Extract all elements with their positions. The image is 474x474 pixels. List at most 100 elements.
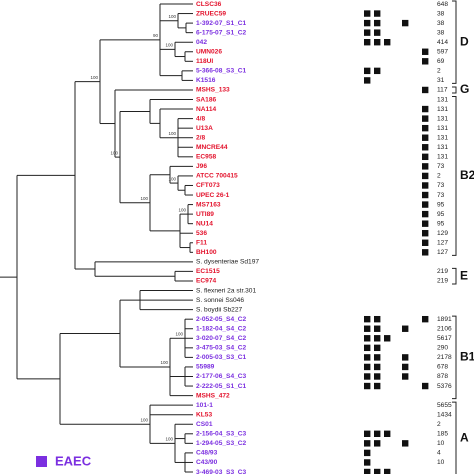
- st-label: 219: [437, 278, 448, 285]
- leaf-label: 2-005-03_S3_C1: [196, 354, 247, 361]
- leaf-label: ATCC 700415: [196, 173, 238, 180]
- trait-marker: [374, 363, 381, 371]
- leaf-label: S. dysenteriae Sd197: [196, 259, 259, 266]
- st-label: 95: [437, 211, 445, 218]
- clade-bracket: [452, 0, 457, 84]
- leaf-label: 2-052-05_S4_C2: [196, 316, 247, 323]
- st-label: 95: [437, 220, 445, 227]
- trait-marker: [364, 373, 371, 380]
- st-label: 10: [437, 440, 445, 447]
- trait-marker: [422, 153, 429, 161]
- trait-marker: [374, 430, 381, 437]
- st-label: 2: [437, 68, 441, 75]
- clade-label: G: [460, 82, 469, 96]
- leaf-label: NU14: [196, 220, 213, 227]
- leaf-label: UMN026: [196, 49, 222, 56]
- leaf-label: EC1515: [196, 268, 220, 275]
- leaf-label: 101-1: [196, 402, 213, 409]
- trait-marker: [364, 29, 371, 36]
- trait-marker: [374, 39, 381, 46]
- st-label: 5617: [437, 335, 452, 342]
- trait-marker: [364, 344, 371, 352]
- trait-marker: [422, 172, 429, 180]
- trait-marker: [364, 10, 371, 17]
- st-label: 1434: [437, 411, 452, 418]
- trait-marker: [422, 315, 429, 323]
- trait-marker: [422, 48, 429, 55]
- leaf-label: 3-020-07_S4_C2: [196, 335, 247, 342]
- bootstrap-label: 100: [168, 176, 176, 181]
- st-label: 69: [437, 58, 445, 65]
- trait-marker: [364, 468, 371, 474]
- trait-marker: [364, 363, 371, 371]
- st-label: 73: [437, 192, 445, 199]
- st-label: 5655: [437, 402, 452, 409]
- leaf-label: NA114: [196, 106, 216, 113]
- leaf-label: J96: [196, 163, 207, 170]
- st-label: 131: [437, 125, 448, 132]
- trait-marker: [402, 19, 409, 27]
- leaf-label: S. flexneri 2a str.301: [196, 287, 256, 294]
- st-label: 648: [437, 1, 448, 8]
- trait-marker: [384, 39, 391, 46]
- trait-marker: [402, 373, 409, 380]
- leaf-label: 3-475-03_S4_C2: [196, 345, 247, 352]
- trait-marker: [364, 19, 371, 27]
- trait-marker: [364, 382, 371, 390]
- leaf-label: 2-177-06_S4_C3: [196, 373, 247, 380]
- st-label: 95: [437, 201, 445, 208]
- st-label: 38: [437, 29, 445, 36]
- bootstrap-label: 100: [140, 196, 148, 201]
- st-label: 131: [437, 96, 448, 103]
- trait-marker: [364, 459, 371, 466]
- leaf-label: KL53: [196, 411, 212, 418]
- leaf-label: 118UI: [196, 58, 213, 65]
- trait-marker: [364, 354, 371, 361]
- trait-marker: [374, 19, 381, 27]
- trait-marker: [374, 440, 381, 447]
- bootstrap-label: 100: [168, 14, 176, 19]
- trait-marker: [422, 124, 429, 132]
- st-label: 878: [437, 373, 448, 380]
- trait-marker: [402, 354, 409, 361]
- trait-marker: [422, 58, 429, 65]
- trait-marker: [422, 163, 429, 170]
- st-label: 31: [437, 77, 445, 84]
- st-label: 185: [437, 431, 448, 438]
- leaf-label: EC958: [196, 154, 216, 161]
- trait-marker: [374, 373, 381, 380]
- trait-marker: [422, 382, 429, 390]
- trait-marker: [374, 10, 381, 17]
- legend-label: EAEC: [55, 453, 92, 468]
- trait-marker: [422, 144, 429, 151]
- trait-marker: [384, 430, 391, 437]
- st-label: 131: [437, 115, 448, 122]
- trait-marker: [384, 468, 391, 474]
- trait-marker: [374, 335, 381, 342]
- trait-marker: [364, 39, 371, 46]
- trait-marker: [374, 29, 381, 36]
- leaf-label: BH100: [196, 249, 217, 256]
- trait-marker: [374, 325, 381, 332]
- st-label: 2: [437, 173, 441, 180]
- leaf-label: 1-392-07_S1_C1: [196, 20, 247, 27]
- trait-marker: [364, 430, 371, 437]
- bootstrap-label: 100: [165, 437, 173, 442]
- trait-marker: [422, 115, 429, 122]
- clade-label: A: [460, 431, 469, 445]
- leaf-label: 1-294-05_S3_C2: [196, 440, 247, 447]
- st-label: 38: [437, 10, 445, 17]
- st-label: 1891: [437, 316, 452, 323]
- clade-bracket: [452, 96, 457, 256]
- trait-marker: [374, 344, 381, 352]
- st-label: 414: [437, 39, 448, 46]
- leaf-label: 2-222-05_S1_C1: [196, 383, 247, 390]
- leaf-label: 2/8: [196, 134, 205, 141]
- st-label: 129: [437, 230, 448, 237]
- leaf-label: S. boydii Sb227: [196, 306, 243, 313]
- leaf-label: 042: [196, 39, 207, 46]
- bootstrap-label: 100: [178, 207, 186, 212]
- legend-swatch: [36, 456, 47, 467]
- bootstrap-label: 100: [110, 150, 118, 155]
